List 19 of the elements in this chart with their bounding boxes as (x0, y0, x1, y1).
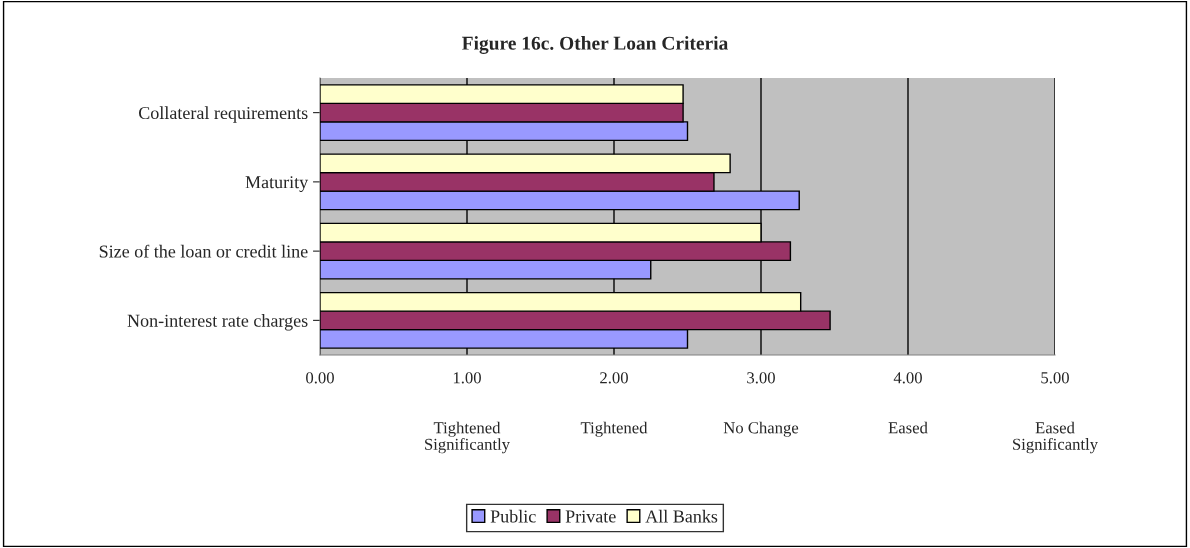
text: Eased (888, 421, 928, 434)
y-tick-label: Maturity (245, 176, 309, 193)
legend-label: Private (565, 510, 616, 523)
text: No Change (723, 421, 799, 437)
x-tick-label: 3.00 (747, 372, 775, 384)
x-tick-label: 4.00 (893, 372, 922, 384)
legend-label: Public (490, 509, 536, 523)
x-tick-label: 5.00 (1041, 372, 1069, 384)
text: Tightened Significantly (425, 421, 510, 454)
x-tick-label: 1.00 (453, 372, 481, 384)
text: Tightened (580, 421, 648, 437)
text: Eased Significantly (1013, 421, 1098, 454)
x-tick-label: 2.00 (600, 372, 628, 384)
legend-label: All Banks (645, 509, 718, 523)
y-tick-label: Non-interest rate charges (127, 314, 308, 331)
y-tick-label: Collateral requirements (138, 106, 308, 123)
x-tick-label: 0.00 (306, 372, 334, 384)
chart-title: Figure 16c. Other Loan Criteria (462, 36, 729, 54)
y-tick-label: Size of the loan or credit line (99, 244, 308, 258)
